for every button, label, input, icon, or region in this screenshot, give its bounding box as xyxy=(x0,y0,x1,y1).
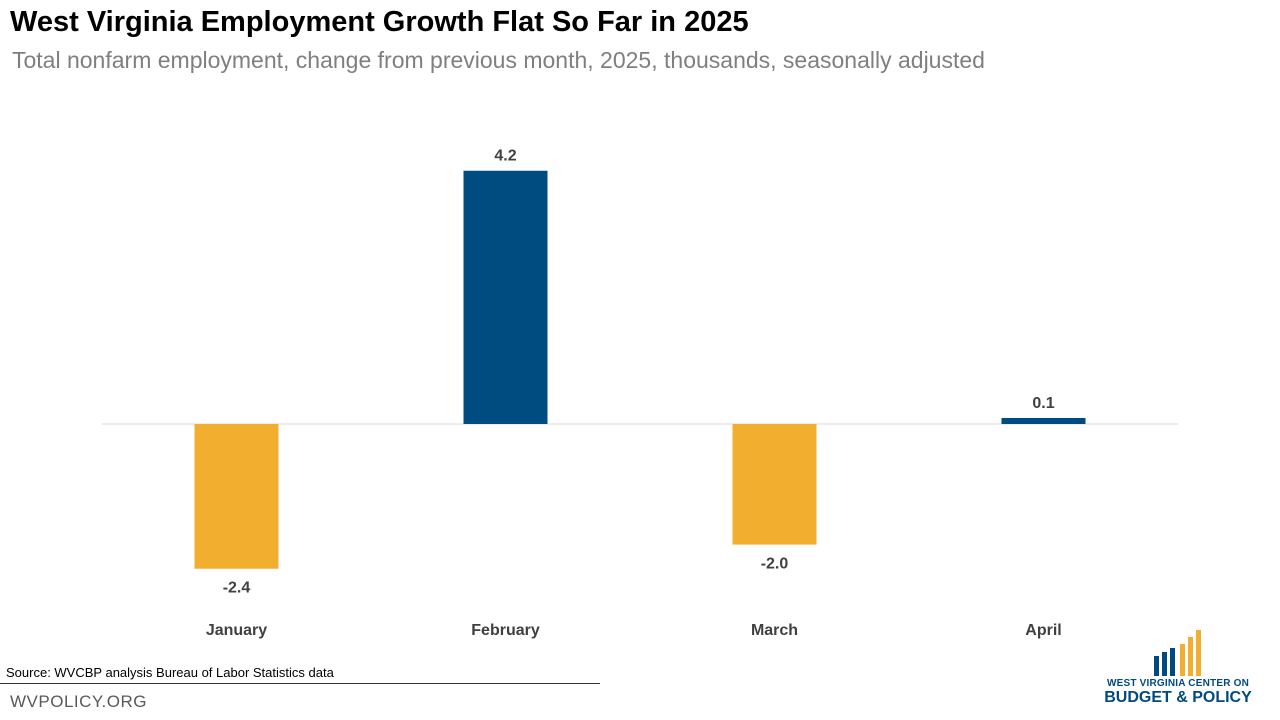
logo-text-name: BUDGET & POLICY xyxy=(1104,689,1252,706)
source-note: Source: WVCBP analysis Bureau of Labor S… xyxy=(6,665,334,680)
logo-bars-icon xyxy=(1154,630,1201,676)
x-tick-label-january: January xyxy=(206,622,267,639)
bar-march xyxy=(732,424,817,545)
source-divider xyxy=(0,683,600,684)
bar-february xyxy=(463,170,548,424)
data-label-march: -2.0 xyxy=(761,556,789,573)
x-tick-label-march: March xyxy=(751,622,798,639)
x-tick-label-april: April xyxy=(1025,622,1061,639)
data-label-february: 4.2 xyxy=(494,148,516,165)
data-label-january: -2.4 xyxy=(223,580,251,597)
bar-january xyxy=(194,424,279,569)
x-tick-label-february: February xyxy=(471,622,540,639)
data-label-april: 0.1 xyxy=(1032,395,1054,412)
bar-april xyxy=(1001,417,1086,424)
logo-text-org: WEST VIRGINIA CENTER ON xyxy=(1106,678,1249,689)
wvcbp-logo: WEST VIRGINIA CENTER ON BUDGET & POLICY xyxy=(1098,622,1258,714)
site-url: WVPOLICY.ORG xyxy=(10,692,147,711)
bar-chart: -2.4 January 4.2 February -2.0 March 0.1 April xyxy=(102,148,1178,639)
chart-subtitle: Total nonfarm employment, change from pr… xyxy=(12,47,985,73)
chart-title: West Virginia Employment Growth Flat So … xyxy=(10,6,749,38)
